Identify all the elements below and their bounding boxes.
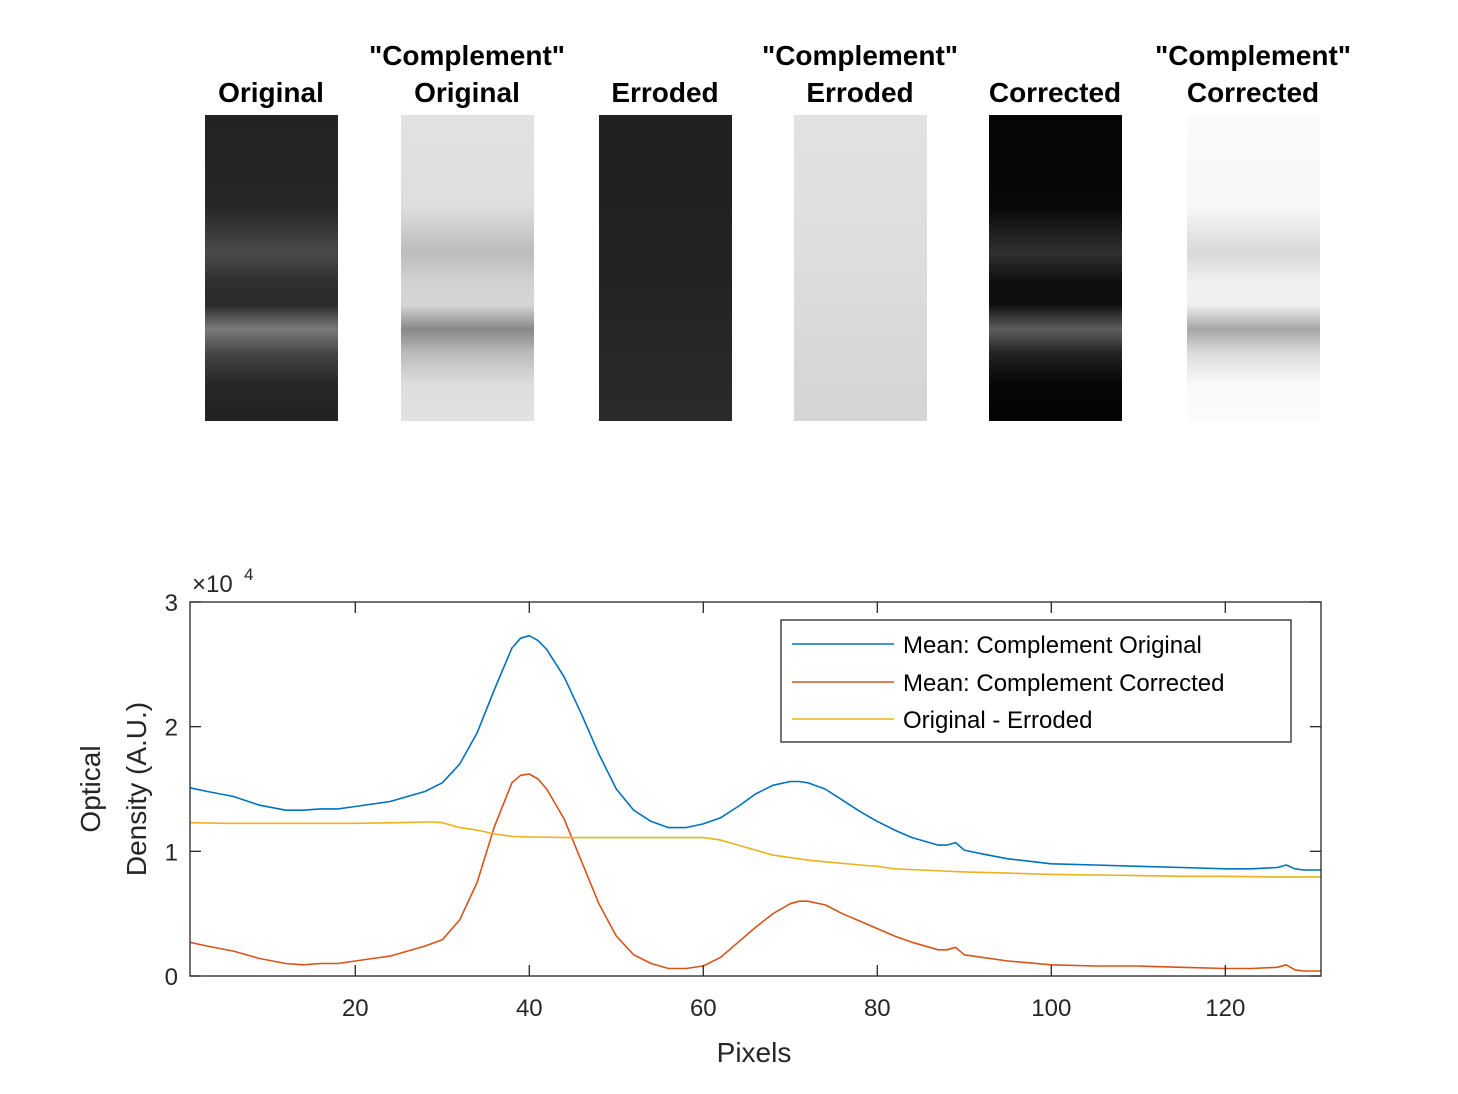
image-complement-erroded bbox=[794, 115, 927, 421]
panel-title-complement-corrected: "Complement" Corrected bbox=[1123, 37, 1383, 111]
y-tick-label: 1 bbox=[165, 839, 178, 866]
panel-title-corrected: Corrected bbox=[925, 37, 1185, 111]
x-tick-label: 100 bbox=[1031, 995, 1071, 1022]
panel-title-line2: Erroded bbox=[611, 77, 719, 108]
panel-title-line1: "Complement" bbox=[1154, 40, 1352, 71]
image-complement-original bbox=[401, 115, 534, 421]
plot-lines bbox=[189, 634, 1321, 972]
series-line-2 bbox=[189, 821, 1321, 878]
panel-title-line1: "Complement" bbox=[368, 40, 566, 71]
x-tick-label: 120 bbox=[1205, 995, 1245, 1022]
x-axis-label: Pixels bbox=[717, 1037, 792, 1068]
y-tick-label: 3 bbox=[165, 590, 178, 617]
x-tick-label: 80 bbox=[864, 995, 891, 1022]
legend-box bbox=[780, 619, 1292, 743]
legend-label-complement-original: Mean: Complement Original bbox=[903, 632, 1202, 659]
y-tick-label: 0 bbox=[165, 964, 178, 991]
legend: Mean: Complement Original Mean: Compleme… bbox=[780, 619, 1292, 743]
panel-title-erroded: Erroded bbox=[535, 37, 795, 111]
image-original bbox=[205, 115, 338, 421]
image-corrected bbox=[989, 115, 1122, 421]
y-tick-label: 2 bbox=[165, 715, 178, 742]
panel-title-line2: Original bbox=[414, 77, 520, 108]
panel-title-complement-erroded: "Complement" Erroded bbox=[730, 37, 990, 111]
panel-title-line2: Original bbox=[218, 77, 324, 108]
x-tick-label: 20 bbox=[342, 995, 369, 1022]
x-tick-label: 60 bbox=[690, 995, 717, 1022]
series-line-0 bbox=[189, 634, 1321, 871]
panel-title-line2: Corrected bbox=[988, 77, 1122, 108]
y-axis-label-line2: Density (A.U.) bbox=[121, 702, 152, 876]
y-axis-label-line1: Optical bbox=[75, 745, 106, 832]
image-complement-corrected bbox=[1187, 115, 1320, 421]
panel-title-complement-original: "Complement" Original bbox=[337, 37, 597, 111]
axis-tick-labels: 20 40 60 80 100 120 0 1 2 3 bbox=[165, 590, 1246, 1022]
panel-title-line2: Corrected bbox=[1186, 77, 1320, 108]
legend-label-original-minus-erroded: Original - Erroded bbox=[903, 707, 1092, 734]
panel-title-line2: Erroded bbox=[806, 77, 914, 108]
series-line-1 bbox=[189, 773, 1321, 972]
axis-ticks bbox=[190, 601, 1321, 977]
image-erroded bbox=[599, 115, 732, 421]
y-exponent-label: ×10 bbox=[192, 571, 233, 598]
panel-title-line1: "Complement" bbox=[761, 40, 959, 71]
x-tick-label: 40 bbox=[516, 995, 543, 1022]
y-exponent-power: 4 bbox=[244, 565, 253, 584]
axes-box bbox=[189, 601, 1322, 977]
panel-title-original: Original bbox=[141, 37, 401, 111]
legend-label-complement-corrected: Mean: Complement Corrected bbox=[903, 670, 1224, 697]
